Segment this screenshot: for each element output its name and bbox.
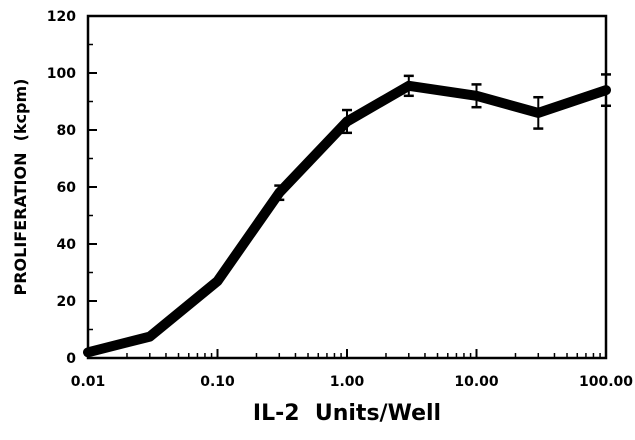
x-tick-label: 0.10 <box>200 374 235 390</box>
x-axis-title: IL-2 Units/Well <box>253 401 441 426</box>
x-tick-label: 0.01 <box>71 374 106 390</box>
y-axis: 0 20 40 60 80 100 120 <box>47 9 97 367</box>
y-tick-label: 0 <box>66 351 76 367</box>
y-tick-label: 60 <box>57 180 77 196</box>
y-tick-label: 120 <box>47 9 76 25</box>
x-tick-label: 100.00 <box>579 374 633 390</box>
y-tick-label: 100 <box>47 66 76 82</box>
plot-frame <box>86 14 608 360</box>
series-line <box>83 80 611 358</box>
y-tick-label: 80 <box>57 123 77 139</box>
y-tick-label: 20 <box>57 294 77 310</box>
y-axis-title: PROLIFERATION (kcpm) <box>11 79 30 296</box>
x-tick-label: 10.00 <box>454 374 499 390</box>
y-tick-label: 40 <box>57 237 77 253</box>
x-axis: 0.01 0.10 1.00 10.00 100.00 <box>71 349 633 390</box>
x-tick-label: 1.00 <box>330 374 365 390</box>
